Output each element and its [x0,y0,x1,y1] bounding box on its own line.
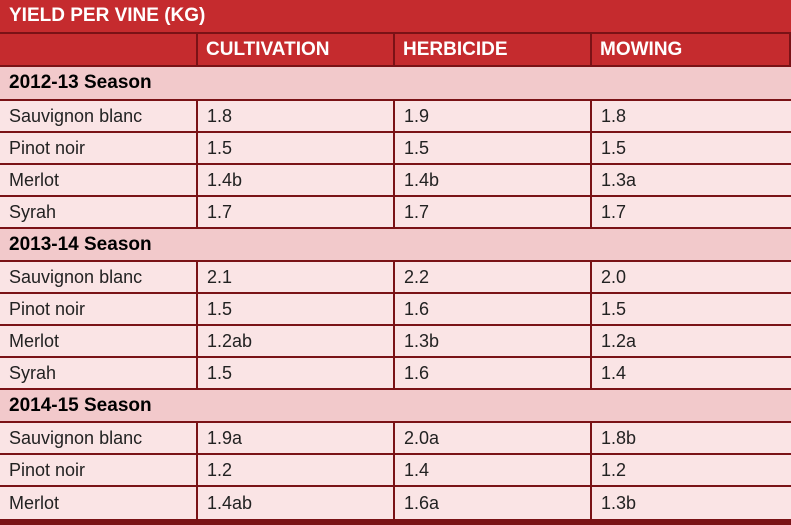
yield-cell: 1.6 [395,358,592,390]
yield-cell: 1.4 [592,358,791,390]
yield-cell: 1.3a [592,165,791,197]
yield-cell: 1.2ab [198,326,395,358]
yield-cell: 1.9 [395,101,592,133]
yield-cell: 1.7 [198,197,395,229]
column-header-mowing: MOWING [592,34,791,67]
variety-cell: Merlot [0,326,198,358]
yield-cell: 1.4 [395,455,592,487]
variety-cell: Sauvignon blanc [0,423,198,455]
yield-cell: 1.8 [592,101,791,133]
yield-cell: 1.8 [198,101,395,133]
yield-cell: 1.4b [198,165,395,197]
yield-cell: 2.1 [198,262,395,294]
yield-cell: 1.5 [395,133,592,165]
yield-cell: 1.7 [395,197,592,229]
yield-cell: 1.8b [592,423,791,455]
yield-cell: 1.6 [395,294,592,326]
yield-cell: 1.5 [592,133,791,165]
yield-cell: 1.3b [592,487,791,521]
variety-cell: Pinot noir [0,294,198,326]
yield-cell: 2.0a [395,423,592,455]
variety-cell: Pinot noir [0,455,198,487]
column-header-herbicide: HERBICIDE [395,34,592,67]
variety-cell: Merlot [0,165,198,197]
yield-cell: 1.5 [592,294,791,326]
yield-cell: 1.2 [592,455,791,487]
variety-cell: Sauvignon blanc [0,101,198,133]
yield-cell: 1.5 [198,133,395,165]
season-header: 2012-13 Season [0,67,791,101]
yield-cell: 1.6a [395,487,592,521]
yield-cell: 2.2 [395,262,592,294]
table-title: YIELD PER VINE (KG) [0,0,791,34]
yield-cell: 1.7 [592,197,791,229]
column-header-cultivation: CULTIVATION [198,34,395,67]
variety-cell: Pinot noir [0,133,198,165]
variety-cell: Syrah [0,197,198,229]
yield-cell: 1.2a [592,326,791,358]
yield-cell: 1.3b [395,326,592,358]
variety-cell: Syrah [0,358,198,390]
season-header: 2013-14 Season [0,229,791,262]
yield-cell: 1.5 [198,294,395,326]
yield-cell: 1.4b [395,165,592,197]
yield-cell: 1.5 [198,358,395,390]
yield-cell: 1.9a [198,423,395,455]
variety-cell: Sauvignon blanc [0,262,198,294]
yield-cell: 1.4ab [198,487,395,521]
yield-cell: 2.0 [592,262,791,294]
yield-cell: 1.2 [198,455,395,487]
column-header-variety [0,34,198,67]
season-header: 2014-15 Season [0,390,791,423]
variety-cell: Merlot [0,487,198,521]
